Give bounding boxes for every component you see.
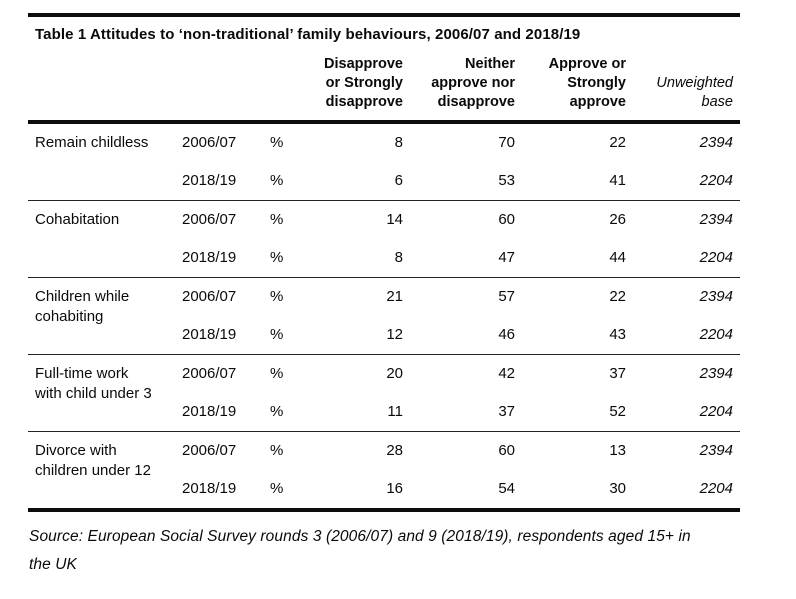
behaviour-label: Remain childless [35,134,149,151]
year-label: 2018/19 [182,326,237,343]
table-row: Divorce with children under 12 2006/07 %… [28,432,740,479]
col-header-unweighted-base: Unweighted base [656,75,733,110]
base-value: 2204 [699,249,733,266]
neither-value: 60 [498,442,515,459]
neither-value: 46 [498,326,515,343]
neither-value: 57 [498,288,515,305]
table-row: 2018/19 % 6 53 41 2204 [28,162,740,201]
approve-value: 37 [609,365,626,382]
year-label: 2006/07 [182,134,237,151]
approve-value: 41 [609,172,626,189]
disapprove-value: 12 [386,326,403,343]
table-row: 2018/19 % 11 37 52 2204 [28,393,740,432]
percent-sign: % [270,365,284,382]
year-label: 2006/07 [182,442,237,459]
neither-value: 54 [498,480,515,497]
approve-value: 44 [609,249,626,266]
source-note: Source: European Social Survey rounds 3 … [29,528,691,573]
neither-value: 60 [498,211,515,228]
neither-value: 70 [498,134,515,151]
percent-sign: % [270,249,284,266]
disapprove-value: 21 [386,288,403,305]
disapprove-value: 14 [386,211,403,228]
neither-value: 37 [498,403,515,420]
behaviour-label: Children while cohabiting [35,288,130,325]
base-value: 2394 [699,134,733,151]
section-remain-childless: Remain childless 2006/07 % 8 70 22 2394 … [28,122,740,201]
approve-value: 30 [609,480,626,497]
table-row: Cohabitation 2006/07 % 14 60 26 2394 [28,201,740,240]
disapprove-value: 8 [394,249,403,266]
percent-sign: % [270,134,284,151]
year-label: 2018/19 [182,403,237,420]
year-label: 2018/19 [182,480,237,497]
section-children-while-cohabiting: Children while cohabiting 2006/07 % 21 5… [28,278,740,355]
base-value: 2394 [699,288,733,305]
percent-sign: % [270,326,284,343]
disapprove-value: 16 [386,480,403,497]
year-label: 2018/19 [182,249,237,266]
disapprove-value: 11 [387,403,403,420]
approve-value: 43 [609,326,626,343]
table-row: Children while cohabiting 2006/07 % 21 5… [28,278,740,325]
percent-sign: % [270,211,284,228]
behaviour-label: Full-time work with child under 3 [35,365,152,402]
neither-value: 53 [498,172,515,189]
header-row: Disapprove or Strongly disapprove Neithe… [28,55,740,122]
neither-value: 42 [498,365,515,382]
table-row: 2018/19 % 8 47 44 2204 [28,239,740,278]
percent-sign: % [270,172,284,189]
section-cohabitation: Cohabitation 2006/07 % 14 60 26 2394 201… [28,201,740,278]
behaviour-label: Divorce with children under 12 [35,442,151,479]
base-value: 2394 [699,442,733,459]
empty-header-cell [28,55,305,122]
col-header-disapprove: Disapprove or Strongly disapprove [324,56,403,110]
disapprove-value: 6 [394,172,403,189]
disapprove-value: 8 [394,134,403,151]
col-header-approve: Approve or Strongly approve [548,56,626,110]
approve-value: 52 [609,403,626,420]
table-title: Table 1 Attitudes to ‘non-traditional’ f… [35,26,581,43]
approve-value: 22 [609,134,626,151]
attitudes-table: Table 1 Attitudes to ‘non-traditional’ f… [28,13,740,579]
base-value: 2394 [699,211,733,228]
percent-sign: % [270,442,284,459]
table-row: 2018/19 % 16 54 30 2204 [28,470,740,510]
neither-value: 47 [498,249,515,266]
base-value: 2204 [699,480,733,497]
approve-value: 13 [609,442,626,459]
disapprove-value: 28 [386,442,403,459]
behaviour-label: Cohabitation [35,211,120,228]
table-row: 2018/19 % 12 46 43 2204 [28,316,740,355]
disapprove-value: 20 [386,365,403,382]
section-divorce: Divorce with children under 12 2006/07 %… [28,432,740,510]
percent-sign: % [270,403,284,420]
year-label: 2018/19 [182,172,237,189]
table-row: Full-time work with child under 3 2006/0… [28,355,740,402]
year-label: 2006/07 [182,211,237,228]
table-row: Remain childless 2006/07 % 8 70 22 2394 [28,122,740,162]
base-value: 2204 [699,403,733,420]
base-value: 2204 [699,172,733,189]
section-full-time-work: Full-time work with child under 3 2006/0… [28,355,740,432]
year-label: 2006/07 [182,365,237,382]
col-header-neither: Neither approve nor disapprove [431,56,515,110]
approve-value: 22 [609,288,626,305]
approve-value: 26 [609,211,626,228]
attitudes-data-table: Disapprove or Strongly disapprove Neithe… [28,55,740,512]
year-label: 2006/07 [182,288,237,305]
percent-sign: % [270,480,284,497]
base-value: 2394 [699,365,733,382]
base-value: 2204 [699,326,733,343]
percent-sign: % [270,288,284,305]
